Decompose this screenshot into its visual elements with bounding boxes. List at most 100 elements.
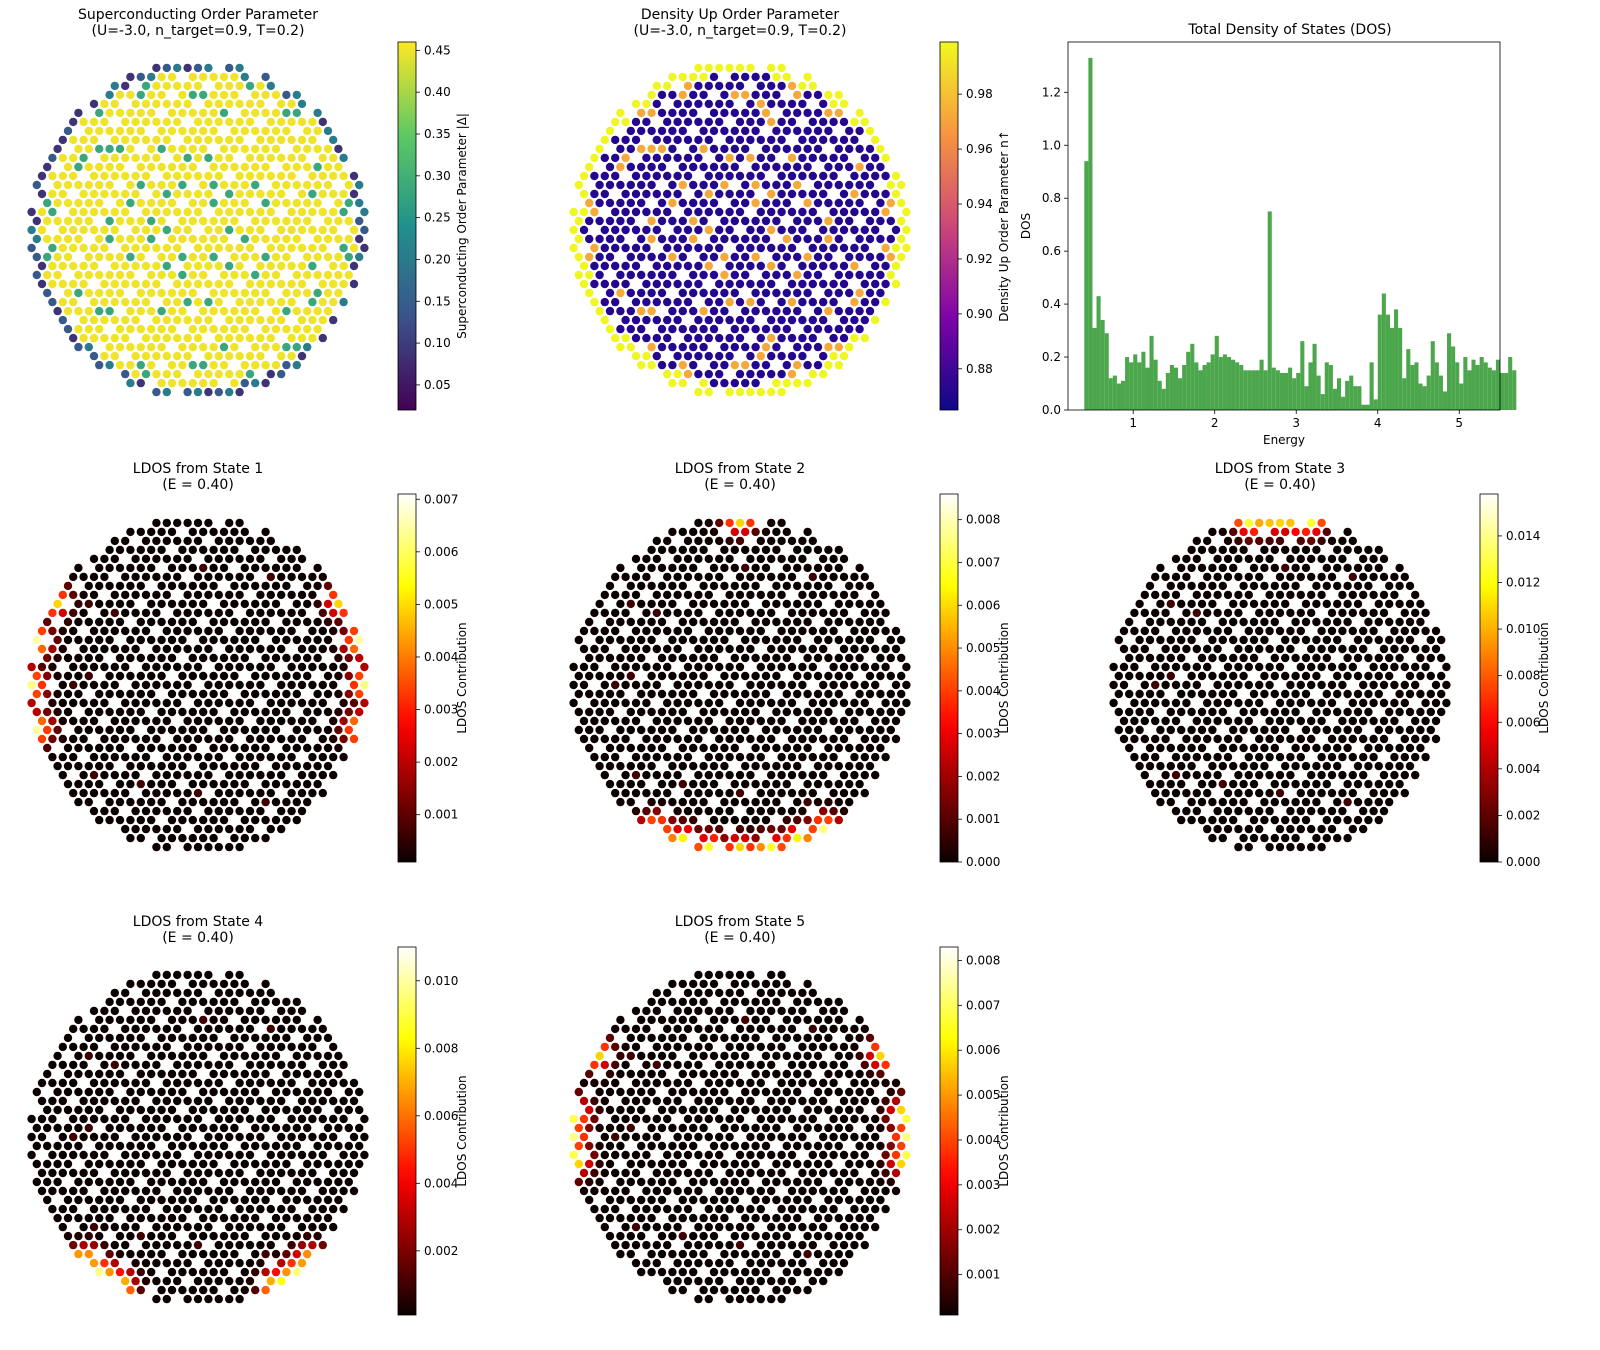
lattice-site [819, 824, 828, 834]
lattice-site [329, 734, 338, 744]
lattice-site [855, 270, 864, 280]
lattice-site [245, 1060, 255, 1070]
lattice-site [725, 590, 734, 600]
lattice-site [678, 997, 687, 1007]
lattice-site [678, 180, 687, 190]
lattice-site [183, 1222, 192, 1232]
lattice-site [178, 1267, 187, 1277]
lattice-site [1234, 716, 1243, 726]
lattice-site [152, 99, 161, 109]
lattice-site [678, 216, 687, 226]
lattice-site [1135, 653, 1144, 663]
lattice-site [240, 1033, 249, 1043]
lattice-site [829, 135, 838, 145]
lattice-site [720, 252, 729, 262]
lattice-site [834, 599, 843, 609]
lattice-site [303, 707, 312, 717]
lattice-site [183, 536, 192, 546]
lattice-site [1390, 770, 1399, 780]
lattice-site [741, 360, 750, 370]
lattice-site [704, 518, 713, 528]
lattice-site [715, 644, 724, 654]
lattice-site [777, 842, 786, 852]
lattice-site [121, 369, 130, 379]
lattice-site [235, 225, 244, 235]
lattice-site [819, 572, 828, 582]
lattice-site [292, 1015, 301, 1025]
lattice-site [1390, 716, 1399, 726]
lattice-site [178, 1159, 187, 1169]
lattice-site [245, 153, 255, 163]
lattice-site [741, 545, 750, 555]
lattice-site [214, 279, 223, 289]
lattice-site [204, 970, 213, 980]
lattice-site [756, 81, 765, 91]
lattice-site [251, 1033, 260, 1043]
lattice-site [678, 797, 687, 807]
lattice-site [303, 306, 312, 316]
lattice-site [865, 144, 875, 154]
lattice-site [637, 162, 646, 172]
lattice-site [600, 716, 609, 726]
lattice-site [715, 1006, 724, 1016]
lattice-site [349, 1132, 359, 1142]
lattice-site [297, 207, 307, 217]
lattice-site [225, 662, 234, 672]
lattice-site [715, 680, 724, 690]
lattice-site [860, 171, 869, 181]
lattice-site [621, 261, 630, 271]
lattice-site [824, 617, 833, 627]
lattice-site [147, 1105, 156, 1115]
lattice-site [136, 342, 145, 352]
lattice-site [621, 207, 630, 217]
lattice-site [1307, 716, 1316, 726]
lattice-site [292, 108, 301, 118]
lattice-site [277, 1222, 286, 1232]
lattice-site [152, 698, 161, 708]
lattice-site [230, 1177, 239, 1187]
lattice-site [1156, 671, 1165, 681]
lattice-site [282, 288, 291, 298]
lattice-site [147, 1069, 156, 1079]
lattice-site [297, 351, 307, 361]
lattice-site [292, 563, 301, 573]
lattice-site [865, 617, 875, 627]
lattice-site [53, 216, 62, 226]
lattice-site [126, 342, 135, 352]
lattice-site [63, 306, 73, 316]
lattice-site [199, 779, 208, 789]
lattice-site [1281, 671, 1290, 681]
lattice-site [110, 734, 120, 744]
lattice-site [308, 698, 317, 708]
lattice-site [772, 527, 781, 537]
lattice-site [735, 261, 745, 271]
lattice-site [616, 162, 625, 172]
lattice-site [277, 824, 286, 834]
lattice-site [126, 527, 135, 537]
lattice-site [891, 279, 901, 289]
lattice-site [303, 653, 312, 663]
lattice-site [1437, 653, 1446, 663]
lattice-site [1140, 734, 1149, 744]
lattice-site [1192, 626, 1201, 636]
lattice-site [1301, 545, 1311, 555]
lattice-site [173, 297, 182, 307]
lattice-site [173, 99, 182, 109]
lattice-site [313, 180, 322, 190]
lattice-site [230, 761, 239, 771]
lattice-site [235, 297, 244, 307]
lattice-site [709, 270, 719, 280]
lattice-site [1177, 617, 1186, 627]
lattice-site [157, 1213, 166, 1223]
lattice-site [1281, 599, 1290, 609]
lattice-site [741, 216, 750, 226]
lattice-site [282, 761, 291, 771]
lattice-site [715, 608, 724, 618]
lattice-site [136, 563, 145, 573]
lattice-site [600, 590, 609, 600]
lattice-site [595, 599, 604, 609]
lattice-site [323, 1213, 333, 1223]
lattice-site [219, 180, 229, 190]
lattice-site [1405, 743, 1415, 753]
lattice-site [245, 572, 255, 582]
